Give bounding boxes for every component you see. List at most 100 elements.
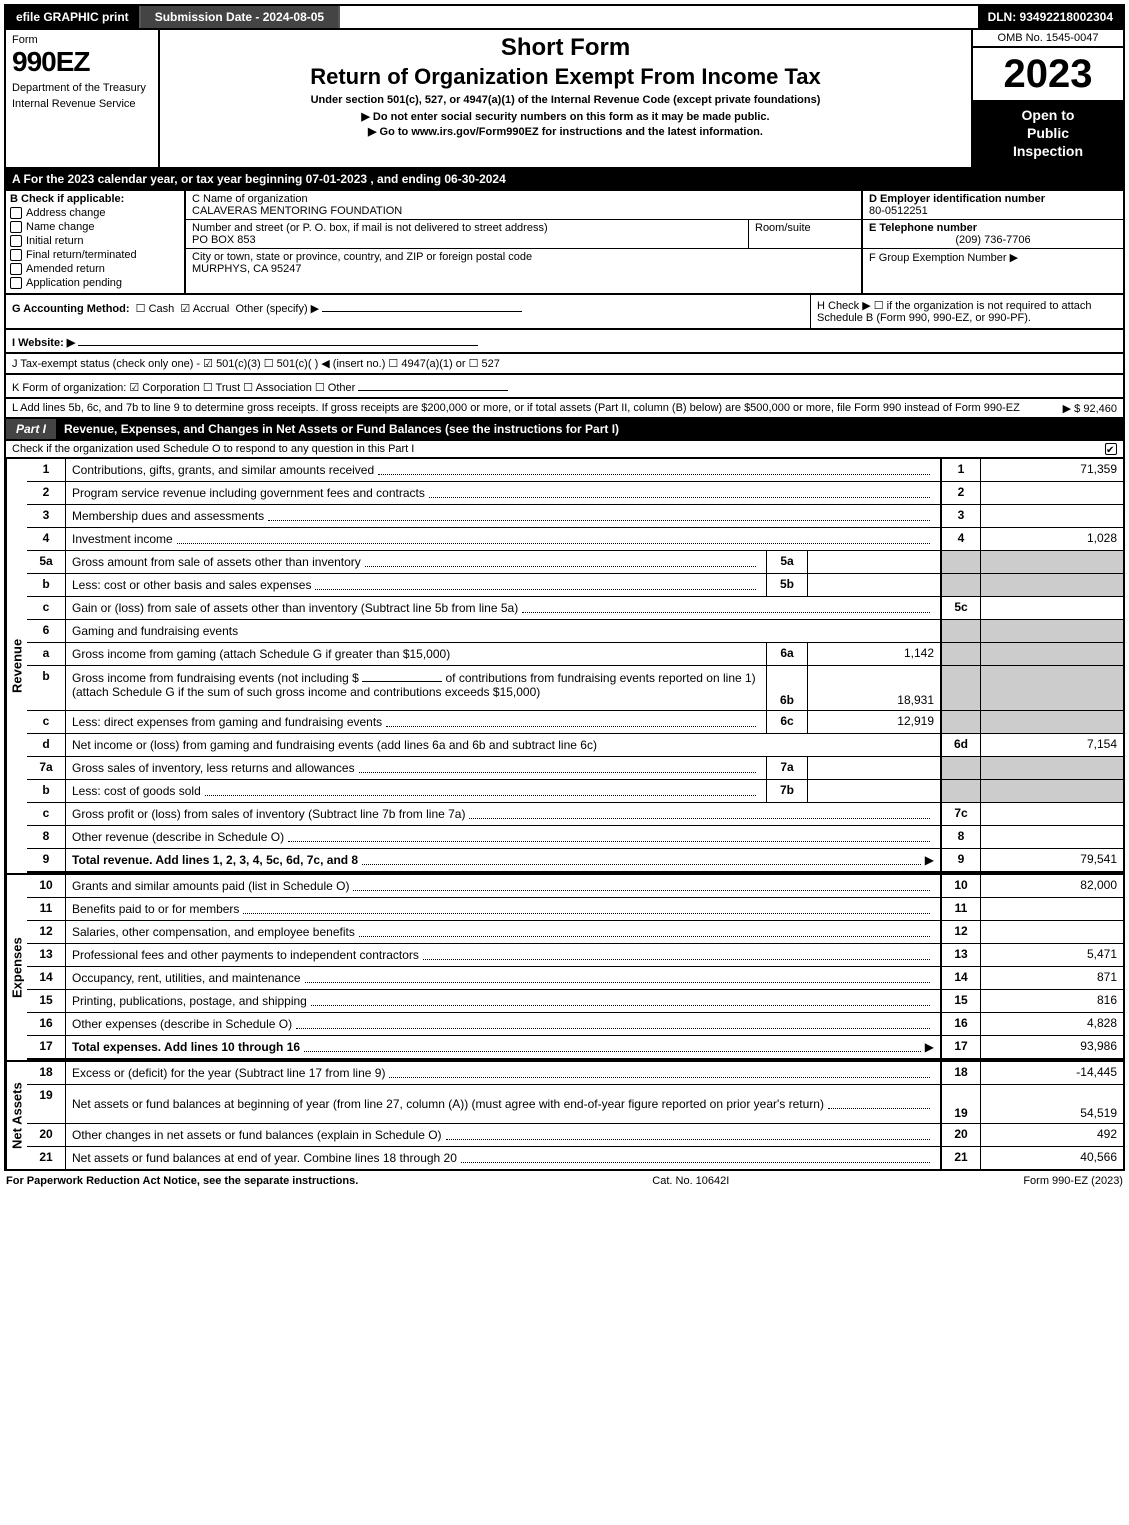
line-15: 15 Printing, publications, postage, and … [27, 990, 1123, 1013]
expenses-table: Expenses 10 Grants and similar amounts p… [4, 875, 1125, 1062]
org-info-block: B Check if applicable: Address change Na… [4, 191, 1125, 295]
group-exemption: F Group Exemption Number ▶ [863, 249, 1123, 266]
line-21: 21 Net assets or fund balances at end of… [27, 1147, 1123, 1169]
form-number: 990EZ [12, 46, 152, 78]
open-line3: Inspection [977, 142, 1119, 160]
line-11: 11 Benefits paid to or for members 11 [27, 898, 1123, 921]
part-i-check-row: Check if the organization used Schedule … [4, 441, 1125, 459]
line-7c: c Gross profit or (loss) from sales of i… [27, 803, 1123, 826]
row-a-tax-year: A For the 2023 calendar year, or tax yea… [4, 169, 1125, 191]
l-text: L Add lines 5b, 6c, and 7b to line 9 to … [12, 402, 1020, 414]
tax-year: 2023 [973, 48, 1123, 100]
org-name: CALAVERAS MENTORING FOUNDATION [192, 205, 855, 217]
line-6: 6 Gaming and fundraising events [27, 620, 1123, 643]
form-id-block: Form 990EZ Department of the Treasury In… [6, 30, 160, 167]
open-to-public: Open to Public Inspection [973, 100, 1123, 167]
line-8: 8 Other revenue (describe in Schedule O)… [27, 826, 1123, 849]
g-cash[interactable]: Cash [149, 303, 175, 315]
short-form-title: Short Form [168, 34, 963, 62]
6b-contrib-field[interactable] [362, 669, 442, 682]
check-address-change[interactable]: Address change [10, 207, 180, 219]
irs-label: Internal Revenue Service [12, 98, 152, 110]
open-line2: Public [977, 124, 1119, 142]
website-field[interactable] [78, 333, 478, 346]
form-title-block: Short Form Return of Organization Exempt… [160, 30, 973, 167]
side-label-netassets: Net Assets [6, 1062, 27, 1169]
line-6b: b Gross income from fundraising events (… [27, 666, 1123, 711]
row-k-org-form: K Form of organization: ☑ Corporation ☐ … [4, 375, 1125, 399]
ssn-warning: ▶ Do not enter social security numbers o… [168, 110, 963, 123]
label-city: City or town, state or province, country… [192, 251, 855, 263]
line-17-total-expenses: 17 Total expenses. Add lines 10 through … [27, 1036, 1123, 1060]
g-other-field[interactable] [322, 299, 522, 312]
line-10: 10 Grants and similar amounts paid (list… [27, 875, 1123, 898]
part-i-title: Revenue, Expenses, and Changes in Net As… [56, 419, 1123, 439]
line-20: 20 Other changes in net assets or fund b… [27, 1124, 1123, 1147]
line-12: 12 Salaries, other compensation, and emp… [27, 921, 1123, 944]
net-assets-table: Net Assets 18 Excess or (deficit) for th… [4, 1062, 1125, 1171]
room-suite-label: Room/suite [749, 220, 861, 248]
website-label: I Website: ▶ [12, 337, 75, 349]
row-gh: G Accounting Method: ☐ Cash ☑ Accrual Ot… [4, 295, 1125, 330]
side-label-revenue: Revenue [6, 459, 27, 873]
g-label: G Accounting Method: [12, 303, 130, 315]
section-b-label: B Check if applicable: [10, 193, 180, 205]
label-org-name: C Name of organization [192, 193, 855, 205]
check-name-change[interactable]: Name change [10, 221, 180, 233]
check-initial-return[interactable]: Initial return [10, 235, 180, 247]
cat-number: Cat. No. 10642I [652, 1175, 729, 1187]
page-footer: For Paperwork Reduction Act Notice, see … [4, 1171, 1125, 1191]
g-accrual[interactable]: Accrual [193, 303, 230, 315]
code-subtitle: Under section 501(c), 527, or 4947(a)(1)… [168, 94, 963, 106]
address: PO BOX 853 [192, 234, 742, 246]
line-6a: a Gross income from gaming (attach Sched… [27, 643, 1123, 666]
irs-link-instr: ▶ Go to www.irs.gov/Form990EZ for instru… [168, 125, 963, 138]
line-16: 16 Other expenses (describe in Schedule … [27, 1013, 1123, 1036]
check-application-pending[interactable]: Application pending [10, 277, 180, 289]
city-state-zip: MURPHYS, CA 95247 [192, 263, 855, 275]
line-5a: 5a Gross amount from sale of assets othe… [27, 551, 1123, 574]
l-amount: ▶ $ 92,460 [1063, 402, 1117, 415]
section-b-checkboxes: B Check if applicable: Address change Na… [6, 191, 186, 293]
line-14: 14 Occupancy, rent, utilities, and maint… [27, 967, 1123, 990]
omb-number: OMB No. 1545-0047 [973, 30, 1123, 48]
revenue-table: Revenue 1 Contributions, gifts, grants, … [4, 459, 1125, 875]
row-h-schedule-b: H Check ▶ ☐ if the organization is not r… [810, 295, 1123, 328]
line-5b: b Less: cost or other basis and sales ex… [27, 574, 1123, 597]
telephone-label: E Telephone number [869, 222, 1117, 234]
row-j-tax-exempt: J Tax-exempt status (check only one) - ☑… [4, 354, 1125, 375]
line-7b: b Less: cost of goods sold 7b [27, 780, 1123, 803]
ein-label: D Employer identification number [869, 193, 1117, 205]
form-label: Form [12, 34, 152, 46]
line-1: 1 Contributions, gifts, grants, and simi… [27, 459, 1123, 482]
line-6d: d Net income or (loss) from gaming and f… [27, 734, 1123, 757]
line-6c: c Less: direct expenses from gaming and … [27, 711, 1123, 734]
row-i-website: I Website: ▶ [4, 330, 1125, 354]
efile-print-label[interactable]: efile GRAPHIC print [6, 6, 141, 28]
accounting-method: G Accounting Method: ☐ Cash ☑ Accrual Ot… [6, 295, 810, 328]
line-18: 18 Excess or (deficit) for the year (Sub… [27, 1062, 1123, 1085]
line-9-total-revenue: 9 Total revenue. Add lines 1, 2, 3, 4, 5… [27, 849, 1123, 873]
line-2: 2 Program service revenue including gove… [27, 482, 1123, 505]
k-other-field[interactable] [358, 378, 508, 391]
g-other[interactable]: Other (specify) ▶ [236, 303, 320, 315]
side-label-expenses: Expenses [6, 875, 27, 1060]
schedule-o-checkbox[interactable] [1105, 443, 1117, 455]
line-7a: 7a Gross sales of inventory, less return… [27, 757, 1123, 780]
submission-date: Submission Date - 2024-08-05 [141, 6, 340, 28]
line-5c: c Gain or (loss) from sale of assets oth… [27, 597, 1123, 620]
check-final-return[interactable]: Final return/terminated [10, 249, 180, 261]
ein-value: 80-0512251 [869, 205, 1117, 217]
check-amended-return[interactable]: Amended return [10, 263, 180, 275]
section-c-org: C Name of organization CALAVERAS MENTORI… [186, 191, 861, 293]
dept-treasury: Department of the Treasury [12, 82, 152, 94]
top-bar: efile GRAPHIC print Submission Date - 20… [4, 4, 1125, 30]
telephone-value: (209) 736-7706 [869, 234, 1117, 246]
line-19: 19 Net assets or fund balances at beginn… [27, 1085, 1123, 1124]
dln: DLN: 93492218002304 [978, 6, 1123, 28]
part-i-check-text: Check if the organization used Schedule … [12, 443, 414, 455]
return-title: Return of Organization Exempt From Incom… [168, 64, 963, 90]
part-i-label: Part I [6, 419, 56, 439]
paperwork-notice: For Paperwork Reduction Act Notice, see … [6, 1175, 358, 1187]
open-line1: Open to [977, 106, 1119, 124]
